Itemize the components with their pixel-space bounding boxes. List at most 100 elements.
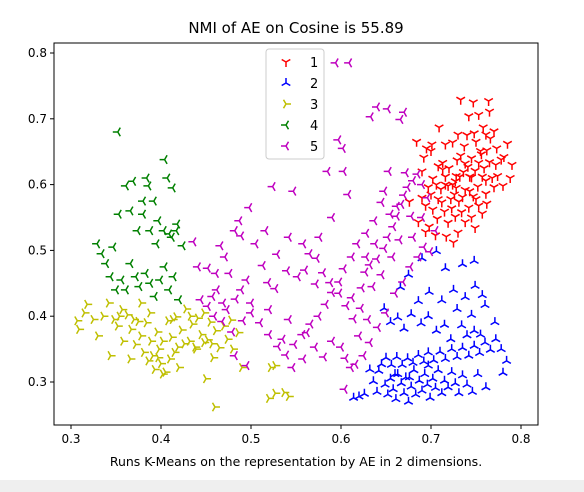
data-point <box>469 255 479 265</box>
data-point <box>298 239 307 249</box>
data-point <box>215 241 224 251</box>
data-point <box>370 239 379 249</box>
data-point <box>460 292 470 301</box>
data-point <box>178 325 187 335</box>
data-point <box>462 379 472 388</box>
data-point <box>376 197 385 208</box>
data-point <box>145 225 154 236</box>
data-point <box>327 212 336 223</box>
data-point <box>207 291 216 302</box>
data-point <box>428 373 438 382</box>
data-point <box>287 362 296 373</box>
data-point <box>455 173 465 182</box>
data-point <box>491 161 501 170</box>
data-point <box>155 352 164 363</box>
data-point <box>483 97 494 106</box>
data-point <box>465 173 475 182</box>
data-point <box>155 275 164 285</box>
data-point <box>348 314 357 324</box>
data-point <box>417 194 427 203</box>
data-point <box>132 225 141 236</box>
data-point <box>325 277 334 288</box>
data-point <box>120 336 129 346</box>
data-point <box>402 182 411 192</box>
data-point <box>338 264 347 274</box>
data-point <box>124 310 133 320</box>
data-point <box>238 362 247 373</box>
data-point <box>343 189 352 200</box>
data-point <box>438 159 448 168</box>
data-point <box>426 147 436 156</box>
data-point <box>471 138 481 147</box>
y-tick-label: 0.4 <box>28 309 47 323</box>
data-point <box>96 249 105 259</box>
data-point <box>309 342 319 352</box>
data-point <box>464 350 474 359</box>
data-point <box>433 365 443 374</box>
data-point <box>408 232 417 242</box>
data-point <box>236 285 245 295</box>
data-point <box>423 311 433 320</box>
data-point <box>380 379 390 388</box>
data-point <box>399 323 409 332</box>
data-point <box>151 239 160 249</box>
data-point <box>457 193 468 203</box>
x-tick-label: 0.7 <box>421 432 440 446</box>
data-point <box>505 174 515 183</box>
legend-box <box>265 48 325 160</box>
data-point <box>234 216 243 226</box>
data-point <box>484 108 495 117</box>
data-point <box>320 299 329 310</box>
data-point <box>439 375 450 384</box>
data-point <box>364 260 373 270</box>
data-point <box>202 263 211 273</box>
data-point <box>270 283 279 294</box>
legend-marker <box>282 99 291 109</box>
data-point <box>230 294 239 304</box>
data-point <box>397 359 407 369</box>
data-point <box>147 336 157 346</box>
data-point <box>391 201 400 211</box>
data-point <box>391 394 401 403</box>
data-point <box>372 322 382 333</box>
data-point <box>337 143 346 154</box>
data-point <box>489 184 499 193</box>
data-point <box>403 396 414 405</box>
data-point <box>241 275 250 285</box>
legend: 1 2 3 4 5 <box>265 48 325 160</box>
data-point <box>383 389 393 398</box>
data-point <box>162 367 171 377</box>
data-point <box>74 316 83 326</box>
data-point <box>327 336 336 346</box>
data-point <box>311 253 320 263</box>
data-point <box>147 308 156 318</box>
data-point <box>267 181 276 192</box>
y-tick-label: 0.5 <box>28 243 47 257</box>
data-point <box>447 139 458 148</box>
data-point <box>228 315 237 325</box>
data-point <box>427 141 437 150</box>
data-point <box>201 308 210 318</box>
data-point <box>289 339 298 350</box>
data-point <box>433 163 443 172</box>
data-point <box>346 252 355 262</box>
data-point <box>339 384 348 394</box>
data-point <box>490 317 500 326</box>
data-point <box>481 177 491 186</box>
data-point <box>499 153 509 162</box>
data-point <box>372 102 381 112</box>
data-point <box>376 270 385 280</box>
data-point <box>374 365 384 374</box>
y-tick-label: 0.6 <box>28 178 47 192</box>
data-point <box>459 143 469 152</box>
data-point <box>431 325 442 334</box>
data-point <box>143 181 152 191</box>
data-point <box>81 308 90 318</box>
data-point <box>355 303 364 313</box>
data-point <box>405 262 414 272</box>
data-point <box>464 113 474 122</box>
data-point <box>457 259 468 268</box>
data-point <box>116 311 125 321</box>
data-point <box>433 195 443 205</box>
data-point <box>301 327 310 338</box>
